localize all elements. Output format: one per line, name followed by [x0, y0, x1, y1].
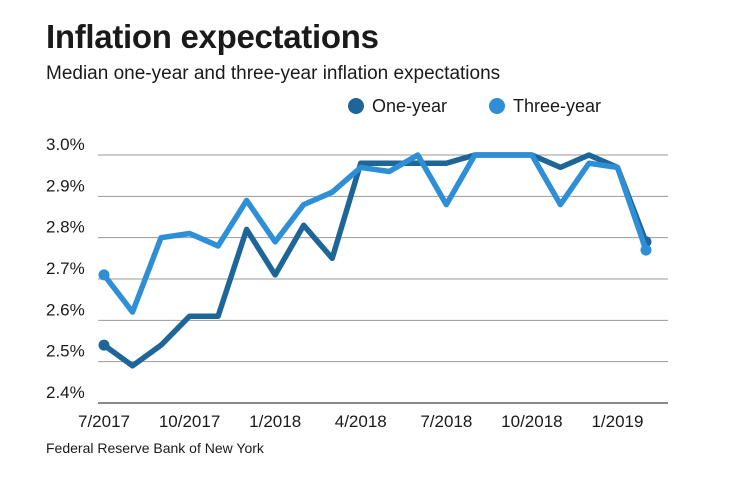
x-tick-label: 7/2017	[78, 412, 130, 431]
y-tick-label: 3.0%	[46, 135, 85, 154]
x-tick-label: 10/2018	[501, 412, 562, 431]
y-tick-label: 2.8%	[46, 218, 85, 237]
grid-lines	[98, 154, 668, 404]
legend: One-year Three-year	[348, 96, 601, 116]
legend-marker-three-year	[489, 98, 505, 114]
series-one-year	[98, 152, 652, 369]
y-tick-label: 2.5%	[46, 342, 85, 361]
y-axis: 2.4% 2.5% 2.6% 2.7% 2.8% 2.9% 3.0%	[46, 135, 85, 402]
legend-marker-one-year	[348, 98, 364, 114]
chart-subtitle: Median one-year and three-year inflation…	[46, 63, 501, 84]
data-point-three-year	[640, 244, 652, 256]
data-point-three-year	[98, 269, 110, 281]
series-group	[98, 152, 652, 369]
x-tick-label: 1/2019	[591, 412, 643, 431]
legend-label-three-year: Three-year	[513, 96, 601, 116]
data-point-one-year	[98, 339, 110, 351]
y-tick-label: 2.9%	[46, 176, 85, 195]
y-tick-label: 2.6%	[46, 300, 85, 319]
x-tick-label: 1/2018	[249, 412, 301, 431]
source-note: Federal Reserve Bank of New York	[46, 440, 264, 456]
series-three-year	[98, 152, 652, 315]
series-line-one-year	[101, 152, 649, 369]
y-tick-label: 2.4%	[46, 383, 85, 402]
x-tick-label: 4/2018	[335, 412, 387, 431]
y-tick-label: 2.7%	[46, 259, 85, 278]
legend-label-one-year: One-year	[372, 96, 447, 116]
x-tick-label: 7/2018	[420, 412, 472, 431]
x-tick-label: 10/2017	[159, 412, 220, 431]
series-line-three-year	[101, 152, 649, 315]
chart-title: Inflation expectations	[46, 18, 379, 55]
x-axis: 7/2017 10/2017 1/2018 4/2018 7/2018 10/2018 1/…	[78, 412, 643, 431]
